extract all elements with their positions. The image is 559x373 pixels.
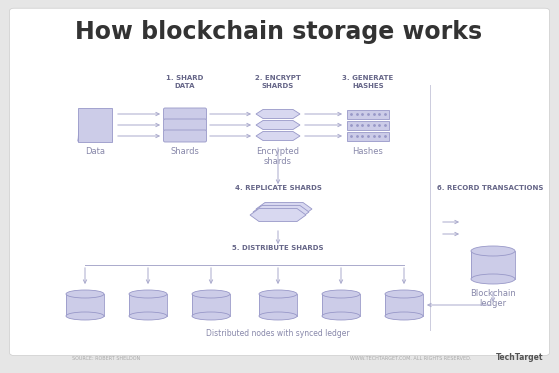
Ellipse shape <box>66 312 104 320</box>
Polygon shape <box>78 114 112 141</box>
FancyBboxPatch shape <box>163 108 206 120</box>
Polygon shape <box>256 120 300 129</box>
Ellipse shape <box>192 290 230 298</box>
FancyBboxPatch shape <box>259 294 297 316</box>
Ellipse shape <box>471 246 515 256</box>
Ellipse shape <box>471 274 515 284</box>
Text: 2. ENCRYPT
SHARDS: 2. ENCRYPT SHARDS <box>255 75 301 88</box>
Text: 5. DISTRIBUTE SHARDS: 5. DISTRIBUTE SHARDS <box>232 245 324 251</box>
FancyBboxPatch shape <box>385 294 423 316</box>
FancyBboxPatch shape <box>192 294 230 316</box>
Text: 6. RECORD TRANSACTIONS: 6. RECORD TRANSACTIONS <box>437 185 543 191</box>
Text: SOURCE: ROBERT SHELDON: SOURCE: ROBERT SHELDON <box>72 355 140 360</box>
Text: 1. SHARD
DATA: 1. SHARD DATA <box>167 75 203 88</box>
Text: Hashes: Hashes <box>353 147 383 156</box>
Ellipse shape <box>259 312 297 320</box>
Ellipse shape <box>385 312 423 320</box>
Ellipse shape <box>322 312 360 320</box>
Polygon shape <box>256 110 300 119</box>
FancyBboxPatch shape <box>471 251 515 279</box>
Text: WWW.TECHTARGET.COM. ALL RIGHTS RESERVED.: WWW.TECHTARGET.COM. ALL RIGHTS RESERVED. <box>350 355 471 360</box>
FancyBboxPatch shape <box>129 294 167 316</box>
Text: How blockchain storage works: How blockchain storage works <box>75 20 482 44</box>
FancyBboxPatch shape <box>163 130 206 142</box>
Polygon shape <box>78 120 112 141</box>
Text: Data: Data <box>85 147 105 156</box>
FancyBboxPatch shape <box>347 110 389 119</box>
Polygon shape <box>250 209 306 222</box>
Ellipse shape <box>385 290 423 298</box>
FancyBboxPatch shape <box>347 132 389 141</box>
Text: 3. GENERATE
HASHES: 3. GENERATE HASHES <box>342 75 394 88</box>
Text: 4. REPLICATE SHARDS: 4. REPLICATE SHARDS <box>235 185 321 191</box>
Ellipse shape <box>129 312 167 320</box>
FancyBboxPatch shape <box>163 119 206 131</box>
FancyBboxPatch shape <box>347 120 389 129</box>
FancyBboxPatch shape <box>322 294 360 316</box>
Polygon shape <box>256 203 312 216</box>
Ellipse shape <box>66 290 104 298</box>
FancyBboxPatch shape <box>66 294 104 316</box>
Text: TechTarget: TechTarget <box>495 354 543 363</box>
Ellipse shape <box>259 290 297 298</box>
Text: Blockchain
ledger: Blockchain ledger <box>470 289 516 308</box>
Ellipse shape <box>192 312 230 320</box>
Text: Shards: Shards <box>170 147 200 156</box>
Ellipse shape <box>322 290 360 298</box>
Text: Encrypted
shards: Encrypted shards <box>257 147 300 166</box>
Polygon shape <box>253 206 309 219</box>
Text: Distributed nodes with synced ledger: Distributed nodes with synced ledger <box>206 329 350 338</box>
Polygon shape <box>256 132 300 141</box>
Polygon shape <box>78 108 112 142</box>
Ellipse shape <box>129 290 167 298</box>
